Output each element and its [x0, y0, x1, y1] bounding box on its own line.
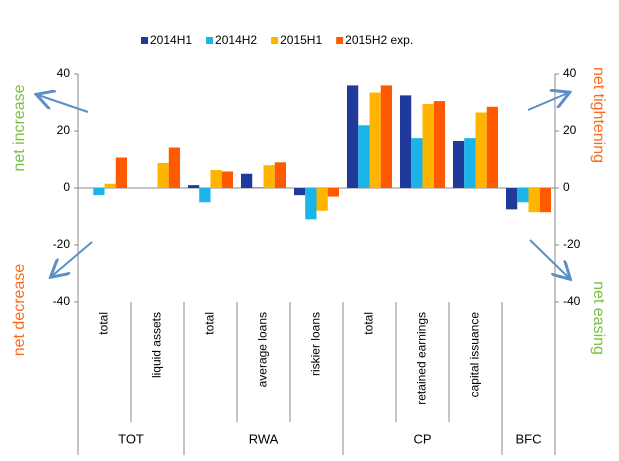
- annotation: net decrease: [11, 264, 28, 357]
- bar: [199, 188, 211, 203]
- legend-swatch: [141, 37, 148, 44]
- bar: [411, 138, 423, 188]
- y2-tick-label: 40: [563, 66, 577, 80]
- category-label: capital issuance: [468, 312, 482, 398]
- bar: [380, 85, 393, 188]
- y-tick-label: 20: [57, 123, 71, 137]
- legend-label: 2014H1: [150, 33, 192, 47]
- bar: [346, 85, 359, 188]
- arrow: [38, 95, 89, 113]
- legend-swatch: [206, 37, 214, 44]
- bar: [505, 188, 518, 210]
- group-label: BFC: [516, 431, 542, 446]
- bar: [369, 92, 381, 188]
- bar: [252, 187, 264, 188]
- bar: [263, 165, 275, 188]
- bar: [539, 188, 552, 213]
- arrow: [529, 239, 569, 278]
- category-label: total: [97, 312, 111, 335]
- bar: [316, 188, 328, 211]
- bar: [433, 101, 446, 188]
- bar: [187, 185, 200, 188]
- y-tick-label: 0: [63, 180, 70, 194]
- bar: [168, 147, 181, 188]
- bar: [528, 188, 540, 213]
- bar: [305, 188, 317, 220]
- bar: [104, 183, 116, 188]
- legend-swatch: [271, 37, 279, 44]
- group-label: TOT: [118, 431, 144, 446]
- bar: [452, 140, 465, 188]
- bar: [274, 162, 287, 188]
- bar: [115, 157, 128, 188]
- arrow: [527, 93, 568, 111]
- bar: [210, 170, 222, 188]
- category-label: average loans: [256, 312, 270, 387]
- y2-tick-label: 0: [563, 180, 570, 194]
- category-label: riskier loans: [309, 312, 323, 376]
- bar: [475, 112, 487, 188]
- bar: [464, 138, 476, 188]
- bar: [327, 188, 340, 197]
- y2-tick-label: -40: [563, 294, 581, 308]
- bar: [399, 95, 412, 188]
- legend-label: 2015H1: [280, 33, 322, 47]
- bar: [517, 188, 529, 203]
- legend-label: 2014H2: [215, 33, 257, 47]
- category-label: total: [203, 312, 217, 335]
- category-label: total: [362, 312, 376, 335]
- bar: [157, 162, 169, 188]
- bar: [293, 188, 306, 196]
- category-label: liquid assets: [150, 312, 164, 378]
- y2-tick-label: -20: [563, 237, 581, 251]
- annotation: net increase: [11, 84, 28, 171]
- group-label: CP: [413, 431, 431, 446]
- y2-tick-label: 20: [563, 123, 577, 137]
- y-tick-label: -40: [53, 294, 71, 308]
- bar: [358, 125, 370, 188]
- annotation: net tightening: [590, 67, 607, 163]
- bar: [422, 103, 434, 188]
- annotation: net easing: [590, 281, 607, 355]
- legend-label: 2015H2 exp.: [345, 33, 413, 47]
- group-label: RWA: [249, 431, 279, 446]
- bar: [93, 188, 105, 196]
- bar: [240, 173, 253, 188]
- y-tick-label: -20: [53, 237, 71, 251]
- arrows: [38, 93, 569, 278]
- y-tick-label: 40: [57, 66, 71, 80]
- legend-swatch: [336, 37, 344, 44]
- bar: [221, 171, 234, 188]
- arrow: [52, 241, 93, 276]
- category-label: retained earnings: [415, 312, 429, 405]
- bar: [486, 106, 499, 188]
